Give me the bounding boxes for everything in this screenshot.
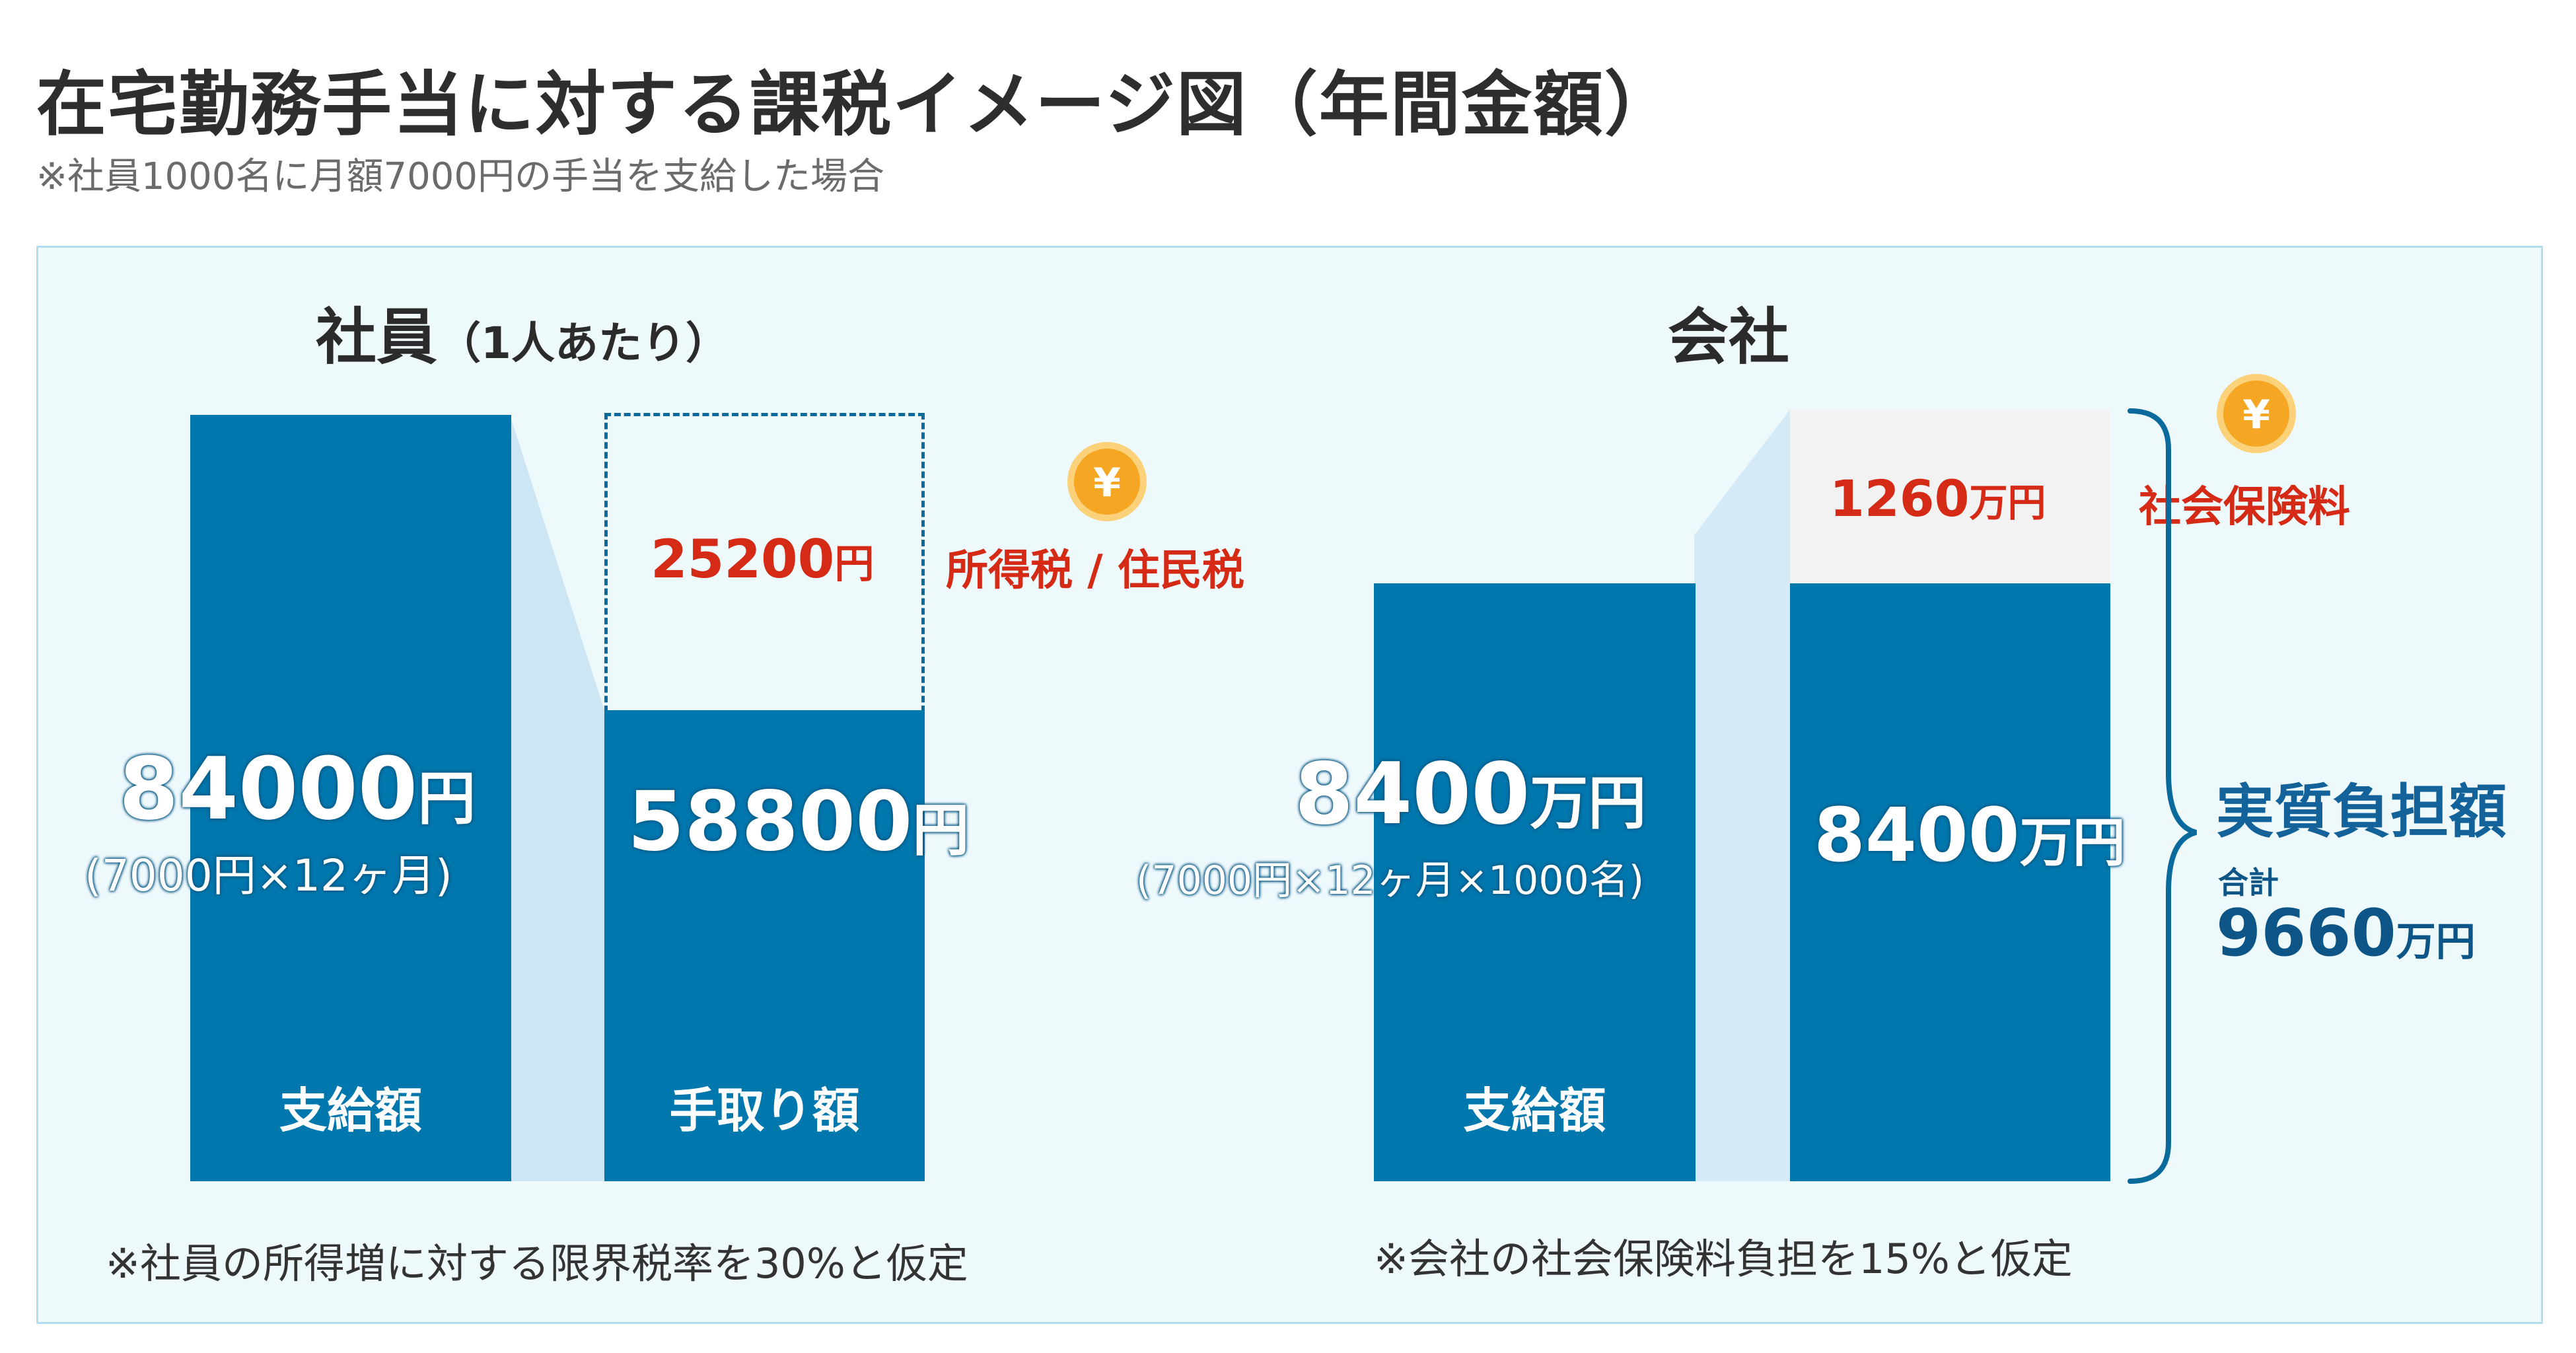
employee-tax-number: 25200 [651,529,835,590]
employee-heading: 社員（1人あたり） [316,288,729,376]
page-subtitle: ※社員1000名に月額7000円の手当を支給した場合 [36,155,884,198]
company-insurance-number: 1260 [1830,469,1970,528]
employee-paid-unit: 円 [417,764,476,832]
yen-coin-icon: ¥ [1067,442,1147,521]
company-paid-number: 8400 [1295,745,1530,844]
burden-label: 実質負担額 [2216,778,2507,846]
employee-tax-outline [604,413,925,712]
yen-coin-symbol: ¥ [1093,460,1121,506]
employee-paid-bar [190,415,511,1181]
company-cost-number: 8400 [1814,793,2020,879]
employee-tax-label: 所得税 / 住民税 [946,546,1244,595]
company-heading: 会社 [1668,302,1790,373]
company-paid-label: 支給額 [1463,1083,1606,1138]
employee-takehome-number: 58800 [627,774,913,869]
employee-heading-note: （1人あたり） [437,318,729,369]
employee-paid-breakdown: (7000円×12ヶ月) [85,850,452,901]
company-paid-unit: 万円 [1530,769,1647,837]
employee-takehome-bar [604,710,925,1181]
employee-takehome-unit: 円 [912,797,970,863]
company-paid-breakdown: (7000円×12ヶ月×1000名) [1136,858,1645,904]
company-cost-bar [1790,583,2110,1181]
employee-paid-amount: 84000円 [119,739,476,839]
company-insurance-label: 社会保険料 [2139,483,2350,532]
burden-total-number: 9660 [2216,896,2396,971]
company-paid-amount: 8400万円 [1295,745,1646,844]
burden-total-amount: 9660万円 [2216,896,2476,971]
employee-takehome-label: 手取り額 [669,1083,860,1138]
employee-tax-unit: 円 [834,541,875,587]
burden-total-label: 合計 [2218,865,2279,900]
company-note: ※会社の社会保険料負担を15%と仮定 [1374,1235,2073,1283]
company-insurance-box [1790,410,2110,585]
yen-coin-symbol: ¥ [2242,392,2270,438]
burden-brace [2128,408,2198,1184]
company-cost-amount: 8400万円 [1814,793,2126,879]
company-insurance-unit: 万円 [1969,480,2046,525]
employee-note: ※社員の所得増に対する限界税率を30%と仮定 [106,1239,968,1288]
yen-coin-icon: ¥ [2217,374,2296,453]
company-insurance-amount: 1260万円 [1830,469,2046,528]
page-title: 在宅勤務手当に対する課税イメージ図（年間金額） [36,64,1676,145]
company-paid-bar [1374,583,1696,1181]
employee-heading-label: 社員 [316,302,438,373]
burden-total-unit: 万円 [2396,919,2476,965]
employee-paid-label: 支給額 [279,1083,422,1138]
company-cost-unit: 万円 [2019,812,2126,873]
employee-paid-number: 84000 [119,739,418,839]
employee-tax-amount: 25200円 [651,529,874,590]
employee-takehome-amount: 58800円 [627,774,969,869]
